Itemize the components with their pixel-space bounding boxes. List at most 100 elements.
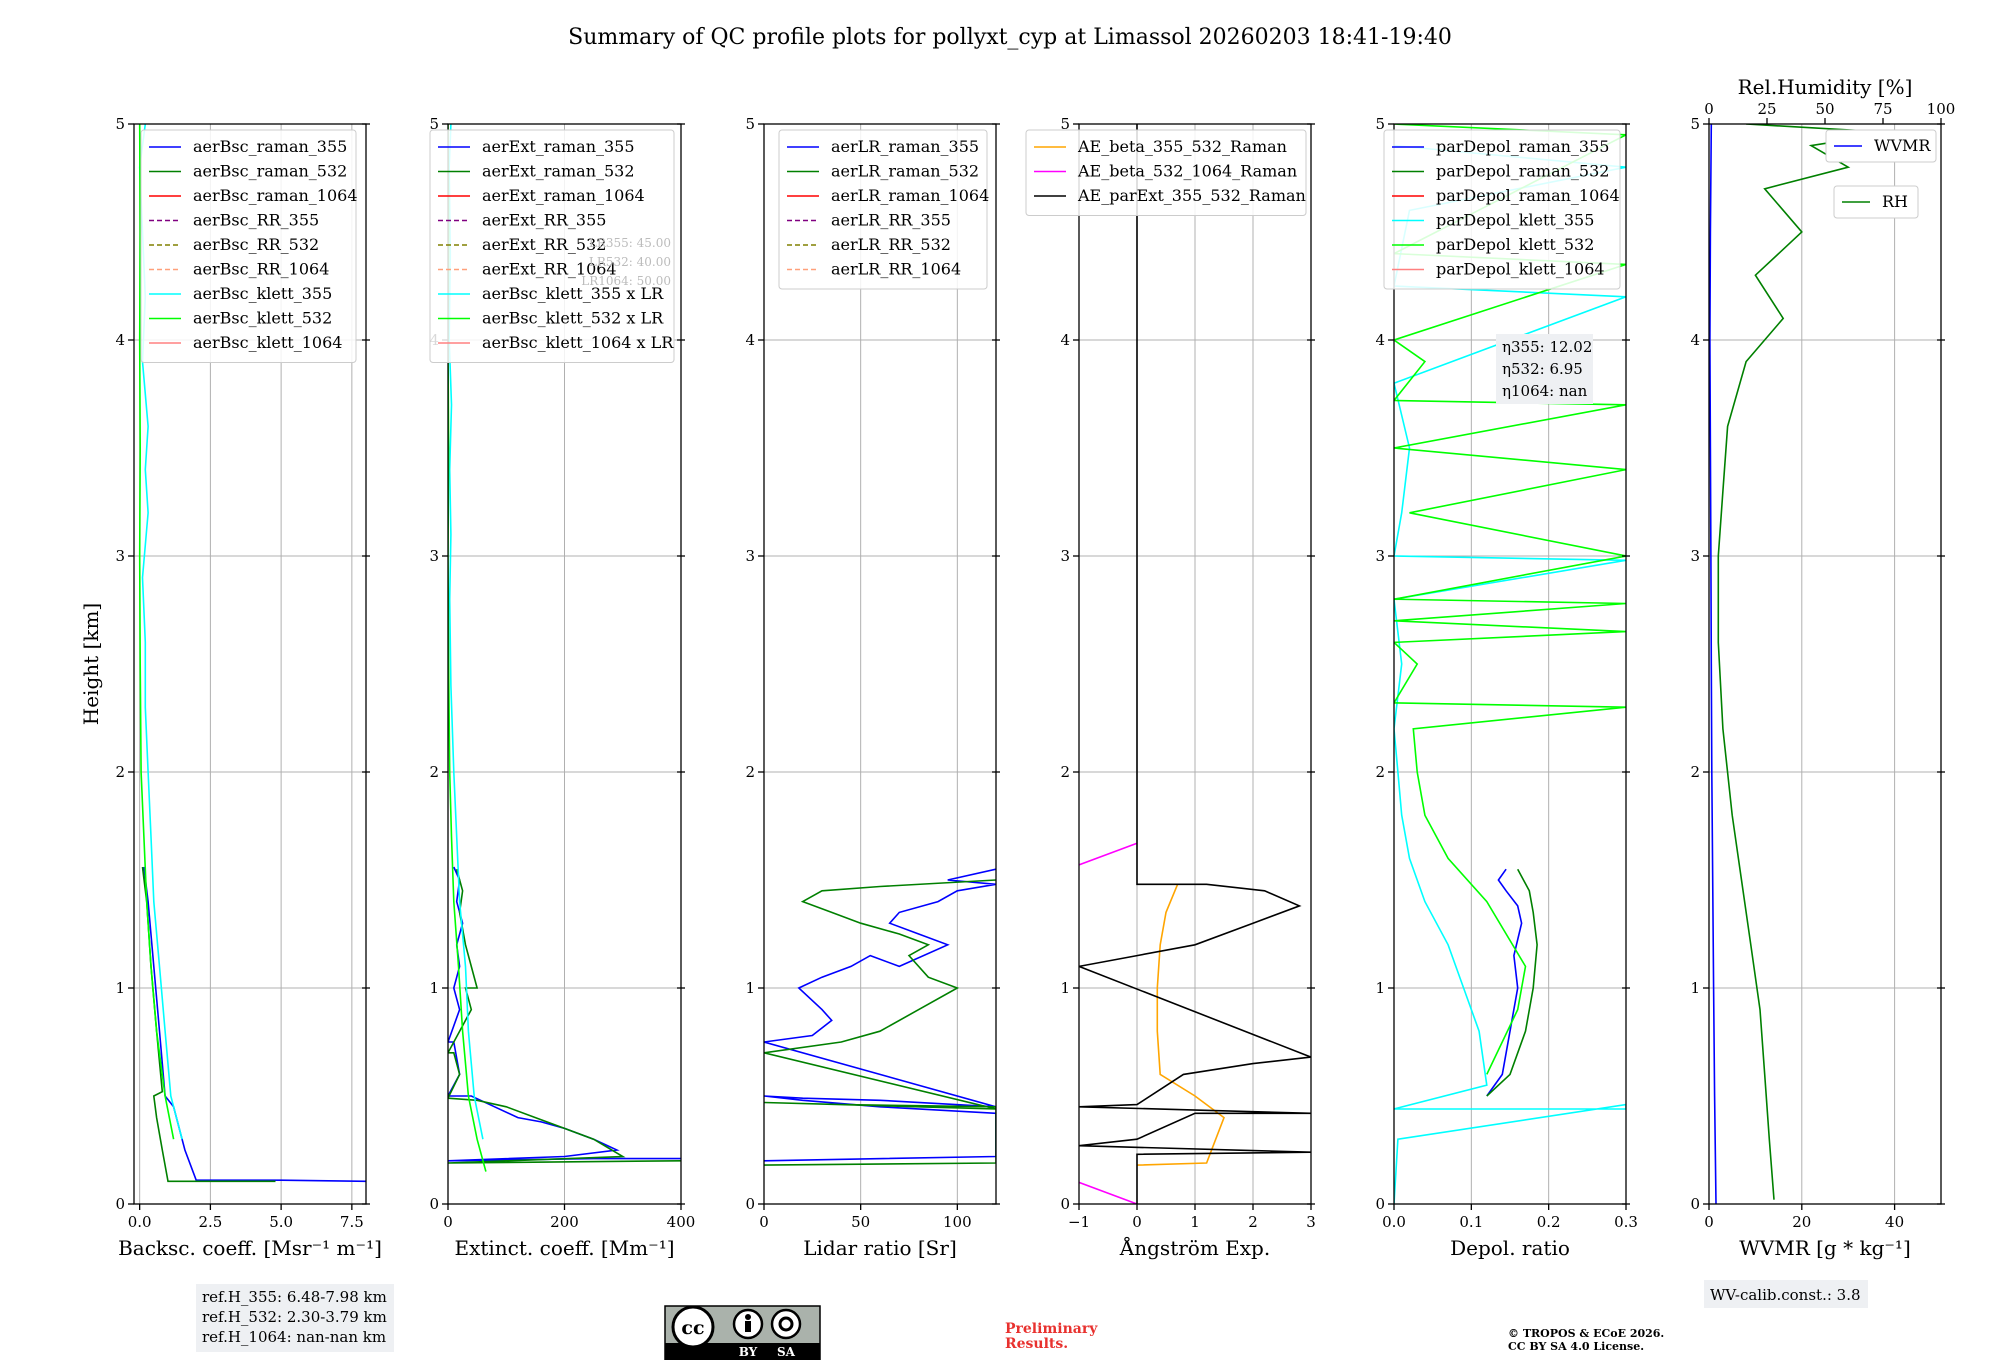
y-tick-label: 0	[115, 1195, 125, 1213]
depol-panel: 0.0 0.1 0.2 0.3 0 1 2 3 4 5 Depol. ratio parDepol_r…	[1375, 115, 1637, 1260]
legend-label: parDepol_klett_355	[1436, 211, 1594, 230]
top-x-axis-label: Rel.Humidity [%]	[1738, 75, 1913, 99]
lidar-ratio-info: LR355: 45.00	[589, 236, 671, 250]
y-tick-label: 2	[429, 763, 439, 781]
series-line	[1486, 868, 1523, 1097]
x-tick-label: 5.0	[269, 1213, 293, 1231]
sa-sharealike-icon	[770, 1308, 802, 1340]
y-tick-label: 5	[1060, 115, 1070, 133]
ref-info-line-355: ref.H_355: 6.48-7.98 km	[202, 1288, 387, 1306]
panels: 0.0 2.5 5.0 7.5 0 1 2 3 4 5 Backsc. coeff. [Msr⁻¹ …	[79, 75, 1955, 1260]
legend-box	[1833, 185, 1919, 219]
x-tick-label: 20	[1792, 1213, 1811, 1231]
x-tick-label: 0.1	[1459, 1213, 1483, 1231]
top-x-tick-label: 50	[1815, 100, 1834, 118]
x-tick-label: 0	[1704, 1213, 1714, 1231]
series-line	[141, 866, 276, 1183]
ref-info-line-1064: ref.H_1064: nan-nan km	[202, 1328, 386, 1346]
legend-label: aerBsc_raman_1064	[193, 186, 358, 205]
y-tick-label: 1	[115, 979, 125, 997]
legend-label: aerExt_RR_1064	[482, 260, 617, 279]
x-tick-label: 100	[943, 1213, 972, 1231]
legend-label: aerLR_raman_1064	[831, 186, 989, 205]
legend-box	[1383, 129, 1621, 290]
series-line	[1709, 124, 1717, 1204]
y-tick-label: 1	[1690, 979, 1700, 997]
ref-info-box	[196, 1284, 394, 1352]
legend-label: aerBsc_klett_1064	[193, 333, 342, 352]
y-tick-label: 4	[745, 331, 755, 349]
legend-label: aerLR_raman_532	[831, 162, 979, 181]
wvmr-panel: 0 20 40 0 1 2 3 4 5 WVMR [g * kg⁻¹] 0 25 50 75 100 Rel.…	[1690, 75, 1955, 1260]
y-tick-label: 5	[745, 115, 755, 133]
legend-label: RH	[1882, 192, 1908, 211]
legend-label: aerBsc_raman_355	[193, 137, 347, 156]
legend-label: aerBsc_klett_1064 x LR	[482, 333, 674, 352]
x-tick-label: 40	[1885, 1213, 1904, 1231]
y-tick-label: 0	[1060, 1195, 1070, 1213]
x-tick-label: 0	[1132, 1213, 1142, 1231]
preliminary-line2: Results.	[1005, 1336, 1068, 1352]
x-axis-label: WVMR [g * kg⁻¹]	[1739, 1236, 1911, 1260]
legend-label: aerExt_raman_1064	[482, 186, 645, 205]
figure-title: Summary of QC profile plots for pollyxt_…	[568, 25, 1452, 50]
legend-label: aerLR_RR_532	[831, 235, 951, 254]
y-tick-label: 3	[429, 547, 439, 565]
legend-label: AE_beta_355_532_Raman	[1077, 137, 1287, 156]
y-tick-label: 4	[115, 331, 125, 349]
legend-label: AE_beta_532_1064_Raman	[1077, 162, 1297, 181]
legend-label: aerBsc_RR_532	[193, 235, 319, 254]
legend-label: aerBsc_klett_355 x LR	[482, 284, 664, 303]
x-axis-label: Ångström Exp.	[1119, 1235, 1270, 1260]
ref-info-line-532: ref.H_532: 2.30-3.79 km	[202, 1308, 387, 1326]
x-tick-label: 0.0	[1382, 1213, 1406, 1231]
wv-calib-text: WV-calib.const.: 3.8	[1710, 1286, 1861, 1304]
top-x-tick-label: 100	[1927, 100, 1956, 118]
x-axis-label: Backsc. coeff. [Msr⁻¹ m⁻¹]	[118, 1236, 382, 1260]
series-line	[1394, 124, 1626, 1075]
series-line	[1136, 883, 1225, 1166]
lidar-ratio-info: LR532: 40.00	[589, 255, 671, 269]
y-tick-label: 0	[429, 1195, 439, 1213]
series-line	[448, 866, 681, 1162]
legend-label: WVMR	[1874, 136, 1931, 155]
x-tick-label: 0.2	[1537, 1213, 1561, 1231]
x-tick-label: 3	[1306, 1213, 1316, 1231]
y-tick-label: 5	[1375, 115, 1385, 133]
top-x-tick-label: 75	[1873, 100, 1892, 118]
badge-sa-label: SA	[777, 1345, 796, 1359]
y-tick-label: 3	[115, 547, 125, 565]
x-tick-label: 50	[851, 1213, 870, 1231]
y-tick-label: 2	[115, 763, 125, 781]
y-tick-label: 3	[1690, 547, 1700, 565]
y-tick-label: 3	[745, 547, 755, 565]
y-tick-label: 2	[1690, 763, 1700, 781]
legend-box	[429, 129, 675, 363]
series-line	[1079, 842, 1138, 866]
preliminary-line1: Preliminary	[1005, 1321, 1098, 1337]
ext-panel: 0200400012345Extinct. coeff. [Mm⁻¹]aerEx…	[429, 115, 695, 1260]
axes-frame	[133, 123, 367, 1205]
x-tick-label: 2	[1248, 1213, 1258, 1231]
series-line	[448, 868, 681, 1164]
y-tick-label: 3	[1375, 547, 1385, 565]
axes-frame	[1393, 123, 1627, 1205]
cc-logo-text: cc	[681, 1317, 704, 1339]
legend-label: aerBsc_klett_532	[193, 309, 332, 328]
y-tick-label: 0	[745, 1195, 755, 1213]
y-tick-label: 3	[1060, 547, 1070, 565]
y-tick-label: 2	[745, 763, 755, 781]
legend-label: aerBsc_raman_532	[193, 162, 347, 181]
legend-box	[1025, 129, 1307, 216]
series-line	[138, 124, 175, 1140]
lr-panel: 0 50 100 0 1 2 3 4 5 Lidar ratio [Sr] aerLR_raman_…	[745, 115, 1000, 1260]
top-x-tick-label: 0	[1704, 100, 1714, 118]
legend-label: aerLR_RR_355	[831, 211, 951, 230]
cc-logo-icon	[671, 1305, 715, 1349]
axes-frame	[763, 123, 997, 1205]
legend-box	[140, 129, 357, 363]
wv-calib-box	[1704, 1280, 1868, 1308]
y-tick-label: 4	[1060, 331, 1070, 349]
